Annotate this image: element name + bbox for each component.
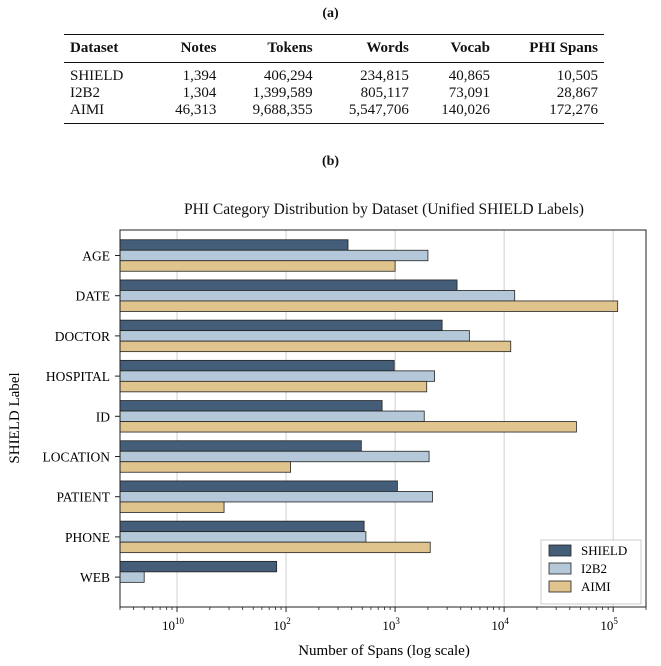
legend-swatch-shield	[548, 544, 572, 557]
bar-shield-phone	[119, 520, 365, 533]
bar-aimi-age	[119, 260, 396, 272]
dataset-statistics-table: Dataset Notes Tokens Words Vocab PHI Spa…	[64, 34, 604, 124]
table-row: AIMI 46,313 9,688,355 5,547,706 140,026 …	[64, 102, 604, 124]
bar-i2b2-patient	[119, 491, 433, 503]
column-header-vocab: Vocab	[414, 34, 496, 63]
bar-aimi-phone	[119, 541, 431, 554]
bar-aimi-id	[119, 421, 577, 433]
bar-shield-id	[119, 400, 383, 412]
bar-shield-location	[119, 440, 362, 452]
plot-frame	[119, 229, 647, 608]
table-cell: 9,688,355	[252, 102, 313, 118]
y-tick-label: HOSPITAL	[46, 369, 110, 384]
bar-shield-web	[119, 560, 278, 573]
x-tick-label: 104	[491, 616, 509, 633]
bar-shield-age	[119, 239, 349, 251]
chart-title: PHI Category Distribution by Dataset (Un…	[184, 201, 584, 218]
table-cell: 73,091	[448, 85, 490, 101]
bar-shield-hospital	[119, 359, 395, 372]
table-cell: 5,547,706	[348, 102, 409, 118]
legend-label-i2b2: I2B2	[581, 561, 607, 576]
table-cell: 10,505	[556, 68, 598, 84]
legend-swatch-i2b2	[548, 562, 572, 575]
x-axis-label: Number of Spans (log scale)	[298, 643, 470, 659]
x-axis: 1010 102 103 104 105	[119, 607, 647, 633]
table-cell: 234,815	[360, 68, 409, 84]
bar-i2b2-web	[119, 571, 145, 583]
bar-i2b2-date	[119, 290, 516, 302]
column-header-notes: Notes	[151, 34, 223, 63]
bar-i2b2-id	[119, 410, 425, 422]
y-tick-label: ID	[96, 409, 110, 424]
table-cell: 1,399,589	[252, 85, 313, 101]
table-cell: 1,394	[182, 68, 217, 84]
bar-i2b2-age	[119, 249, 429, 262]
table-cell: AIMI	[70, 102, 105, 118]
y-tick-label: AGE	[82, 249, 110, 264]
table-header-row: Dataset Notes Tokens Words Vocab PHI Spa…	[64, 34, 604, 63]
x-tick-label: 1010	[162, 616, 185, 633]
bar-shield-doctor	[119, 319, 443, 332]
legend: SHIELD I2B2 AIMI	[540, 539, 642, 605]
y-axis-label: SHIELD Label	[7, 372, 23, 463]
bar-i2b2-hospital	[119, 370, 435, 382]
table-row: SHIELD 1,394 406,294 234,815 40,865 10,5…	[64, 63, 604, 86]
y-tick-label: PATIENT	[56, 490, 110, 505]
bar-i2b2-phone	[119, 531, 367, 543]
column-header-tokens: Tokens	[222, 34, 319, 63]
x-tick-label: 102	[273, 616, 291, 633]
bar-aimi-doctor	[119, 340, 512, 353]
bar-aimi-hospital	[119, 380, 428, 393]
table-cell: I2B2	[70, 85, 100, 101]
bars	[119, 239, 619, 583]
bar-shield-patient	[119, 480, 398, 492]
y-tick-label: LOCATION	[43, 450, 111, 465]
column-header-dataset: Dataset	[64, 34, 152, 63]
legend-label-aimi: AIMI	[581, 579, 611, 594]
table-cell: 140,026	[441, 102, 490, 118]
y-tick-label: WEB	[80, 570, 110, 585]
column-header-phi-spans: PHI Spans	[496, 34, 604, 63]
bar-shield-date	[119, 279, 458, 291]
y-axis: AGE DATE DOCTOR HOSPITAL ID LOCATION PATIENT PH…	[43, 249, 120, 585]
x-tick-label: 103	[382, 616, 400, 633]
bar-aimi-date	[119, 300, 619, 312]
bar-aimi-location	[119, 461, 291, 473]
legend-label-shield: SHIELD	[581, 543, 627, 558]
y-tick-label: PHONE	[65, 530, 110, 545]
y-tick-label: DOCTOR	[55, 329, 110, 344]
bar-aimi-patient	[119, 501, 225, 513]
table-cell: 46,313	[175, 102, 217, 118]
table-cell: 805,117	[360, 85, 409, 101]
panel-a-label: (a)	[322, 6, 339, 21]
table-cell: 40,865	[448, 68, 490, 84]
legend-swatch-aimi	[548, 580, 572, 593]
table-cell: 172,276	[549, 102, 598, 118]
table-cell: 28,867	[556, 85, 598, 101]
table-row: I2B2 1,304 1,399,589 805,117 73,091 28,8…	[64, 85, 604, 102]
y-tick-label: DATE	[76, 289, 111, 304]
x-tick-label: 105	[600, 616, 618, 633]
table-cell: 406,294	[263, 68, 313, 84]
column-header-words: Words	[318, 34, 415, 63]
table-cell: SHIELD	[70, 68, 124, 84]
table-cell: 1,304	[182, 85, 217, 101]
bar-i2b2-doctor	[119, 330, 470, 342]
bar-i2b2-location	[119, 450, 430, 463]
panel-b-label: (b)	[321, 154, 340, 169]
